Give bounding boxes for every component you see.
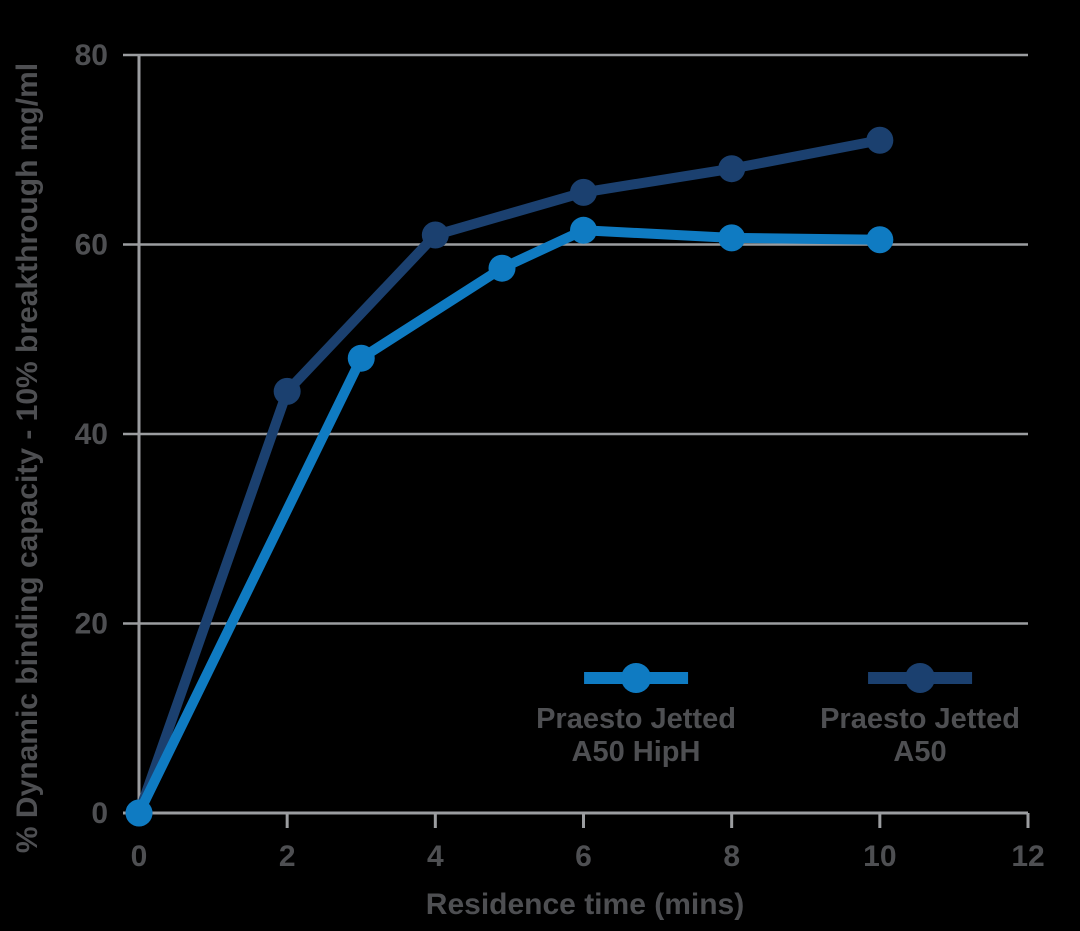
data-point-praesto-jetted-a50-x6 xyxy=(570,178,597,206)
y-tick-label-40: 40 xyxy=(75,418,108,451)
series-line-praesto-jetted-a50 xyxy=(134,135,885,818)
series-line-praesto-jetted-a50-hiph xyxy=(134,225,885,818)
data-point-praesto-jetted-a50-x8 xyxy=(718,155,746,183)
data-point-praesto-jetted-a50-hiph-x6 xyxy=(570,216,597,244)
x-tick-label-10: 10 xyxy=(863,840,896,873)
data-point-praesto-jetted-a50-hiph-x0 xyxy=(125,799,153,827)
x-tick-label-12: 12 xyxy=(1011,840,1044,873)
y-tick-label-60: 60 xyxy=(75,229,108,262)
x-tick-label-4: 4 xyxy=(427,840,444,873)
x-tick-label-2: 2 xyxy=(279,840,296,873)
y-axis-title: % Dynamic binding capacity - 10% breakth… xyxy=(11,62,44,854)
data-point-praesto-jetted-a50-hiph-x8 xyxy=(718,224,746,252)
y-tick-label-20: 20 xyxy=(75,608,108,641)
data-point-praesto-jetted-a50-hiph-x10 xyxy=(866,226,894,254)
data-point-praesto-jetted-a50-x10 xyxy=(866,126,894,154)
y-tick-label-80: 80 xyxy=(75,39,108,72)
data-point-praesto-jetted-a50-x2 xyxy=(273,377,301,405)
data-point-praesto-jetted-a50-x4 xyxy=(421,221,449,249)
y-tick-label-0: 0 xyxy=(91,797,108,830)
x-tick-label-8: 8 xyxy=(723,840,740,873)
data-point-praesto-jetted-a50-hiph-x4.9 xyxy=(488,254,516,282)
x-axis-title: Residence time (mins) xyxy=(425,888,745,921)
data-point-praesto-jetted-a50-hiph-x3 xyxy=(347,344,375,372)
x-tick-label-0: 0 xyxy=(131,840,148,873)
x-tick-label-6: 6 xyxy=(575,840,592,873)
